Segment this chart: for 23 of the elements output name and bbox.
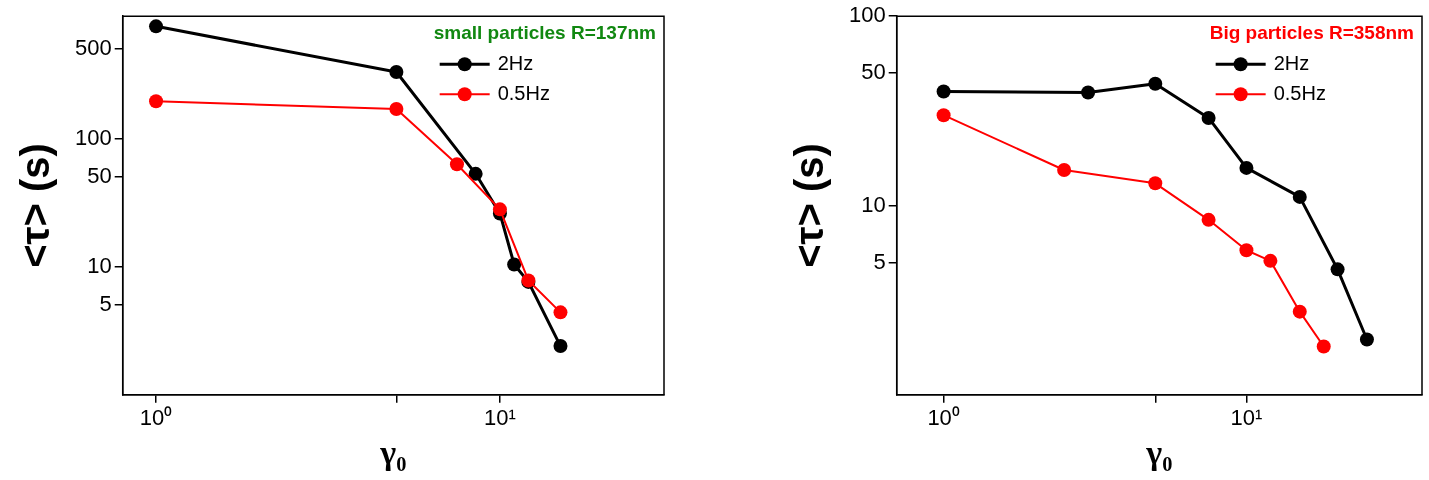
legend-label: 0.5Hz [1273, 81, 1326, 104]
y-tick-label: 10 [87, 252, 112, 278]
y-tick-label: 100 [74, 124, 112, 150]
y-tick-label: 10 [861, 191, 886, 217]
legend-title: small particles R=137nm [433, 22, 656, 44]
y-axis-title: <τ> (s) [787, 143, 832, 268]
y-axis-title: <τ> (s) [13, 143, 58, 268]
x-tick-label: 10⁰ [927, 405, 960, 431]
x-tick-label: 10¹ [1230, 405, 1263, 431]
x-tick-label: 10⁰ [139, 405, 173, 431]
y-tick-label: 50 [861, 59, 886, 85]
legend-label: 0.5Hz [497, 81, 550, 104]
x-axis-title: γ₀ [1145, 434, 1173, 472]
y-tick-label: 5 [873, 248, 886, 274]
y-tick-label: 100 [848, 2, 886, 28]
y-tick-label: 5 [99, 291, 112, 317]
legend-label: 2Hz [497, 51, 534, 74]
y-tick-label: 500 [74, 34, 112, 60]
x-tick-label: 10¹ [484, 405, 516, 431]
y-tick-label: 50 [87, 163, 112, 189]
legend-title: Big particles R=358nm [1209, 22, 1414, 44]
legend-label: 2Hz [1273, 51, 1310, 74]
x-axis-title: γ₀ [379, 434, 407, 472]
